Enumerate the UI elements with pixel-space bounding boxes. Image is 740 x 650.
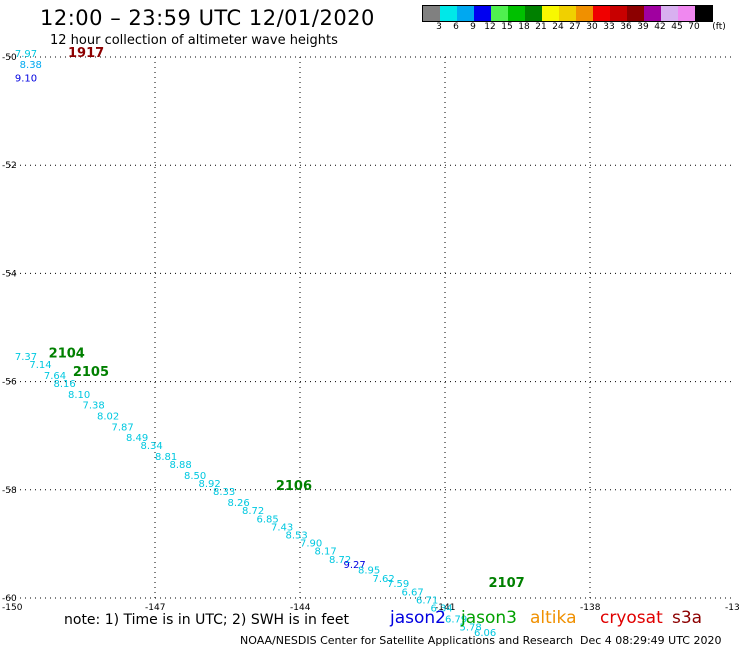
color-swatch — [661, 6, 678, 21]
swh-value: 8.92 — [199, 479, 221, 490]
swh-value: 8.72 — [242, 506, 264, 517]
swh-value: 9.10 — [15, 73, 37, 84]
color-swatch-label: 21 — [535, 22, 547, 32]
color-swatch — [542, 6, 559, 21]
color-swatch-label: 24 — [552, 22, 564, 32]
color-swatch-label: 3 — [436, 22, 442, 32]
color-swatch — [610, 6, 627, 21]
swh-value: 6.34 — [431, 604, 453, 615]
swh-value: 8.34 — [141, 441, 163, 452]
swh-value: 8.02 — [97, 411, 119, 422]
swh-value: 6.79 — [445, 614, 467, 625]
color-swatch — [525, 6, 542, 21]
pass-number-label: 2107 — [489, 576, 525, 591]
swh-value: 8.81 — [155, 452, 177, 463]
note-text: note: 1) Time is in UTC; 2) SWH is in fe… — [64, 612, 350, 628]
color-swatch — [593, 6, 610, 21]
color-swatch-label: 9 — [470, 22, 476, 32]
color-swatch — [457, 6, 474, 21]
swh-value: 7.37 — [15, 352, 37, 363]
swh-value: 8.17 — [315, 547, 337, 558]
color-swatch — [474, 6, 491, 21]
page-subtitle: 12 hour collection of altimeter wave hei… — [50, 33, 338, 48]
color-swatch — [559, 6, 576, 21]
satellite-legend-item: jason2 — [390, 608, 446, 628]
x-tick-label: -144 — [290, 603, 311, 613]
x-tick-label: -147 — [145, 603, 165, 613]
y-tick-label: -58 — [2, 486, 17, 496]
pass-number-label: 2104 — [49, 346, 85, 361]
x-tick-label: -141 — [435, 603, 455, 613]
swh-value: 7.90 — [300, 539, 322, 550]
color-swatch — [423, 6, 440, 21]
swh-value: 5.78 — [460, 622, 482, 633]
satellite-legend-item: altika — [530, 608, 577, 628]
footer-credit: NOAA/NESDIS Center for Satellite Applica… — [240, 634, 574, 647]
color-swatch-label: 18 — [518, 22, 530, 32]
color-swatch-label: 33 — [603, 22, 615, 32]
y-tick-label: -50 — [2, 53, 17, 63]
x-tick-label: -13 — [725, 603, 740, 613]
color-swatch-label: 15 — [501, 22, 513, 32]
swh-value: 7.64 — [44, 371, 66, 382]
x-tick-label: -138 — [580, 603, 601, 613]
color-swatch — [491, 6, 508, 21]
color-swatch-label: 30 — [586, 22, 598, 32]
page-title: 12:00 – 23:59 UTC 12/01/2020 — [40, 6, 375, 30]
swh-value: 8.38 — [20, 60, 42, 71]
color-swatch — [576, 6, 593, 21]
swh-value: 7.87 — [112, 422, 134, 433]
color-swatch-label: 45 — [671, 22, 683, 32]
swh-value: 6.71 — [416, 595, 438, 606]
color-legend — [422, 5, 713, 22]
swh-value: 8.50 — [184, 471, 206, 482]
satellite-legend-item: s3a — [672, 608, 703, 628]
swh-value: 8.10 — [68, 390, 90, 401]
swh-value: 6.85 — [257, 514, 279, 525]
y-tick-label: -56 — [2, 378, 17, 388]
swh-value: 8.49 — [126, 433, 148, 444]
swh-value: 7.62 — [373, 574, 395, 585]
y-tick-label: -54 — [2, 269, 17, 279]
color-swatch-label: 36 — [620, 22, 632, 32]
color-swatch — [627, 6, 644, 21]
x-tick-label: -150 — [2, 603, 23, 613]
color-swatch-label: 42 — [654, 22, 666, 32]
swh-value: 8.33 — [213, 487, 235, 498]
swh-value: 8.88 — [170, 460, 192, 471]
color-swatch — [695, 6, 712, 21]
swh-value: 9.27 — [344, 560, 366, 571]
swh-value: 8.95 — [358, 566, 380, 577]
pass-number-label: 2105 — [73, 365, 109, 380]
swh-value: 8.16 — [54, 379, 76, 390]
y-tick-label: -60 — [2, 594, 17, 604]
color-swatch-label: 12 — [484, 22, 496, 32]
y-tick-label: -52 — [2, 161, 17, 171]
swh-value: 8.26 — [228, 498, 250, 509]
satellite-legend-item: jason3 — [461, 608, 517, 628]
swh-value: 8.53 — [286, 530, 308, 541]
swh-value: 7.38 — [83, 401, 105, 412]
pass-number-label: 2106 — [276, 479, 312, 494]
color-swatch-label: 39 — [637, 22, 649, 32]
color-legend-unit: (ft) — [712, 22, 726, 32]
color-swatch-label: 70 — [688, 22, 700, 32]
swh-value: 8.72 — [329, 555, 351, 566]
swh-value: 7.43 — [271, 522, 293, 533]
color-swatch — [440, 6, 457, 21]
color-swatch — [644, 6, 661, 21]
swh-value: 7.97 — [15, 49, 37, 60]
swh-value: 7.14 — [29, 360, 51, 371]
footer-timestamp: Dec 4 08:29:49 UTC 2020 — [580, 634, 722, 647]
swh-value: 6.06 — [474, 628, 496, 639]
color-swatch-label: 6 — [453, 22, 459, 32]
satellite-legend-item: cryosat — [600, 608, 663, 628]
swh-value: 6.67 — [402, 587, 424, 598]
color-swatch — [508, 6, 525, 21]
swh-value: 7.59 — [387, 579, 409, 590]
pass-number-label: 1917 — [68, 46, 104, 61]
color-swatch-label: 27 — [569, 22, 581, 32]
color-swatch — [678, 6, 695, 21]
